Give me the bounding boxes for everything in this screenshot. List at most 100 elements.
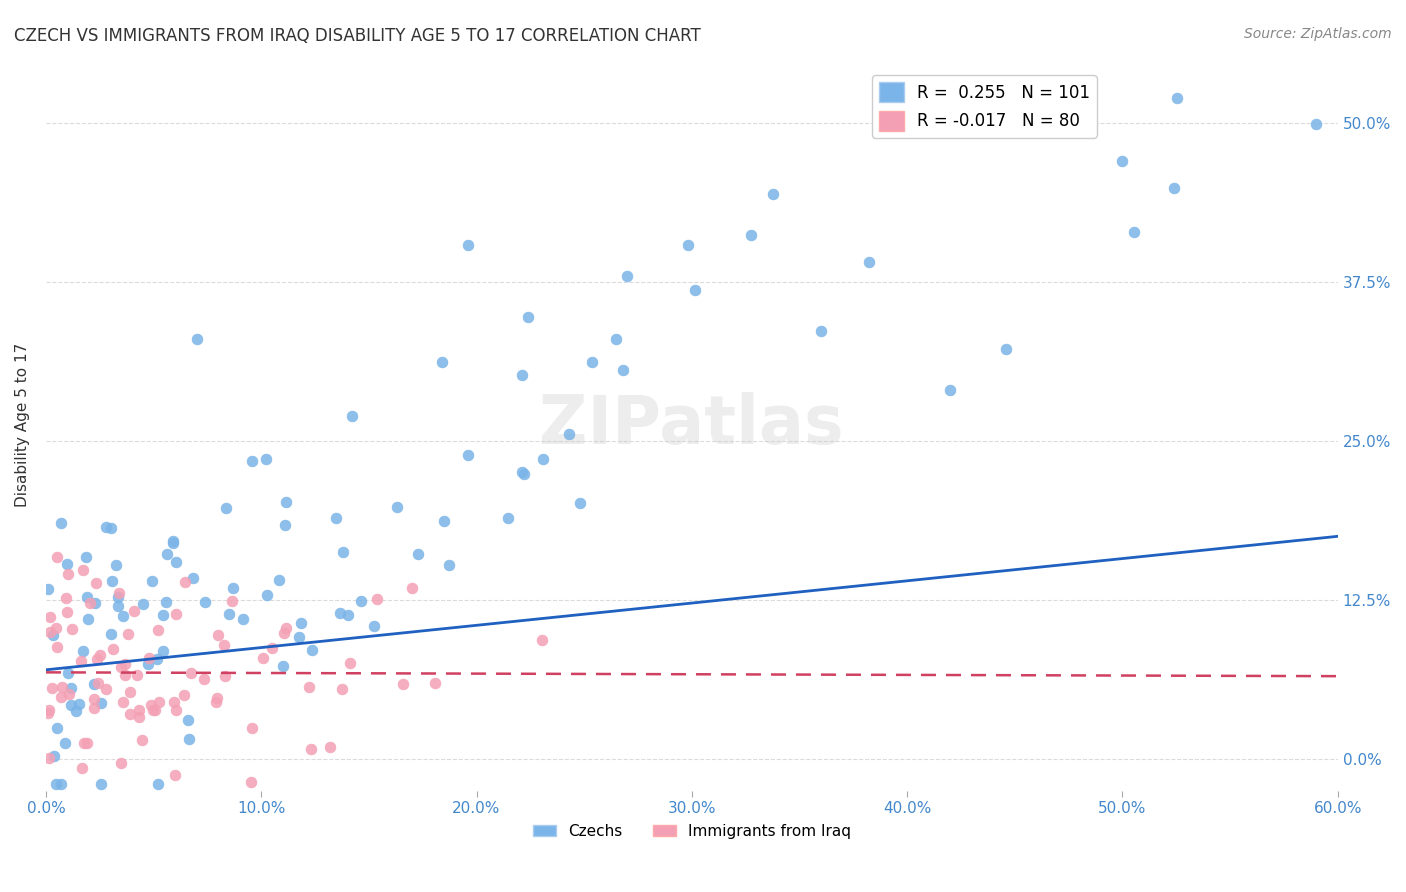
Point (76, 736, 98, 750)
Point (53, 736, 76, 750)
Point (616, 268, 638, 283)
Point (87, 675, 110, 690)
Point (516, 310, 538, 325)
Point (568, 496, 591, 510)
Point (70, 654, 93, 668)
Point (65, 705, 87, 719)
Text: ZIPatlas: ZIPatlas (540, 392, 844, 458)
Point (131, 597, 153, 611)
Point (139, 698, 162, 712)
Point (240, 774, 263, 789)
Point (96, 520, 118, 534)
Point (77, 612, 100, 626)
Point (112, 695, 135, 709)
Point (215, 501, 238, 516)
Point (83, 701, 105, 715)
Point (1305, 117, 1327, 131)
Point (260, 640, 283, 655)
Point (56, 605, 79, 619)
Point (146, 777, 169, 791)
Point (496, 510, 519, 524)
Point (163, 768, 186, 782)
Point (162, 533, 184, 548)
Point (155, 595, 177, 609)
Point (298, 680, 321, 694)
Point (49, 690, 72, 705)
Point (38, 624, 60, 639)
Point (214, 669, 236, 683)
Point (995, 343, 1018, 357)
Point (205, 690, 228, 705)
Point (101, 574, 124, 588)
Point (94, 682, 117, 697)
Point (337, 607, 360, 622)
Point (269, 574, 291, 588)
Point (432, 514, 454, 528)
Point (46, 549, 69, 564)
Point (166, 607, 188, 621)
Point (740, 228, 762, 243)
Point (86, 652, 108, 666)
Point (56, 666, 79, 681)
Point (240, 721, 263, 735)
Point (941, 95, 963, 110)
Point (363, 619, 385, 633)
Point (174, 574, 197, 589)
Point (406, 547, 429, 561)
Point (218, 607, 240, 621)
Point (531, 452, 554, 467)
Point (142, 703, 165, 717)
Point (1166, 91, 1188, 105)
Point (122, 604, 145, 618)
Point (605, 332, 627, 346)
Point (193, 672, 215, 686)
Point (256, 588, 278, 602)
Point (1163, 180, 1185, 194)
Point (90, 696, 112, 710)
Point (143, 702, 166, 716)
Point (274, 621, 297, 635)
Point (152, 644, 174, 658)
Point (141, 574, 163, 589)
Point (385, 500, 408, 515)
Point (59, 698, 82, 712)
Point (194, 595, 217, 609)
Point (114, 657, 136, 672)
Point (37, 706, 59, 721)
Point (118, 684, 141, 698)
Point (72, 644, 94, 658)
Point (100, 521, 122, 535)
Point (128, 703, 150, 717)
Point (273, 625, 295, 640)
Point (114, 667, 136, 681)
Point (179, 731, 201, 746)
Point (214, 638, 236, 652)
Point (51, 777, 73, 791)
Point (103, 642, 125, 657)
Point (612, 363, 634, 377)
Point (110, 660, 132, 674)
Y-axis label: Disability Age 5 to 17: Disability Age 5 to 17 (15, 343, 30, 508)
Point (55, 591, 77, 606)
Point (221, 594, 243, 608)
Point (72, 761, 94, 775)
Point (330, 681, 353, 696)
Point (56, 567, 79, 582)
Point (39, 610, 62, 624)
Point (136, 657, 159, 671)
Point (401, 582, 423, 596)
Point (254, 452, 277, 467)
Point (457, 238, 479, 252)
Point (287, 630, 309, 644)
Legend: Czechs, Immigrants from Iraq: Czechs, Immigrants from Iraq (527, 818, 858, 845)
Point (79, 596, 101, 610)
Point (423, 676, 446, 690)
Point (512, 465, 534, 479)
Point (83, 677, 105, 691)
Point (457, 448, 479, 462)
Point (180, 665, 202, 680)
Point (271, 658, 294, 673)
Point (439, 558, 461, 572)
Point (107, 590, 129, 604)
Point (72, 736, 94, 750)
